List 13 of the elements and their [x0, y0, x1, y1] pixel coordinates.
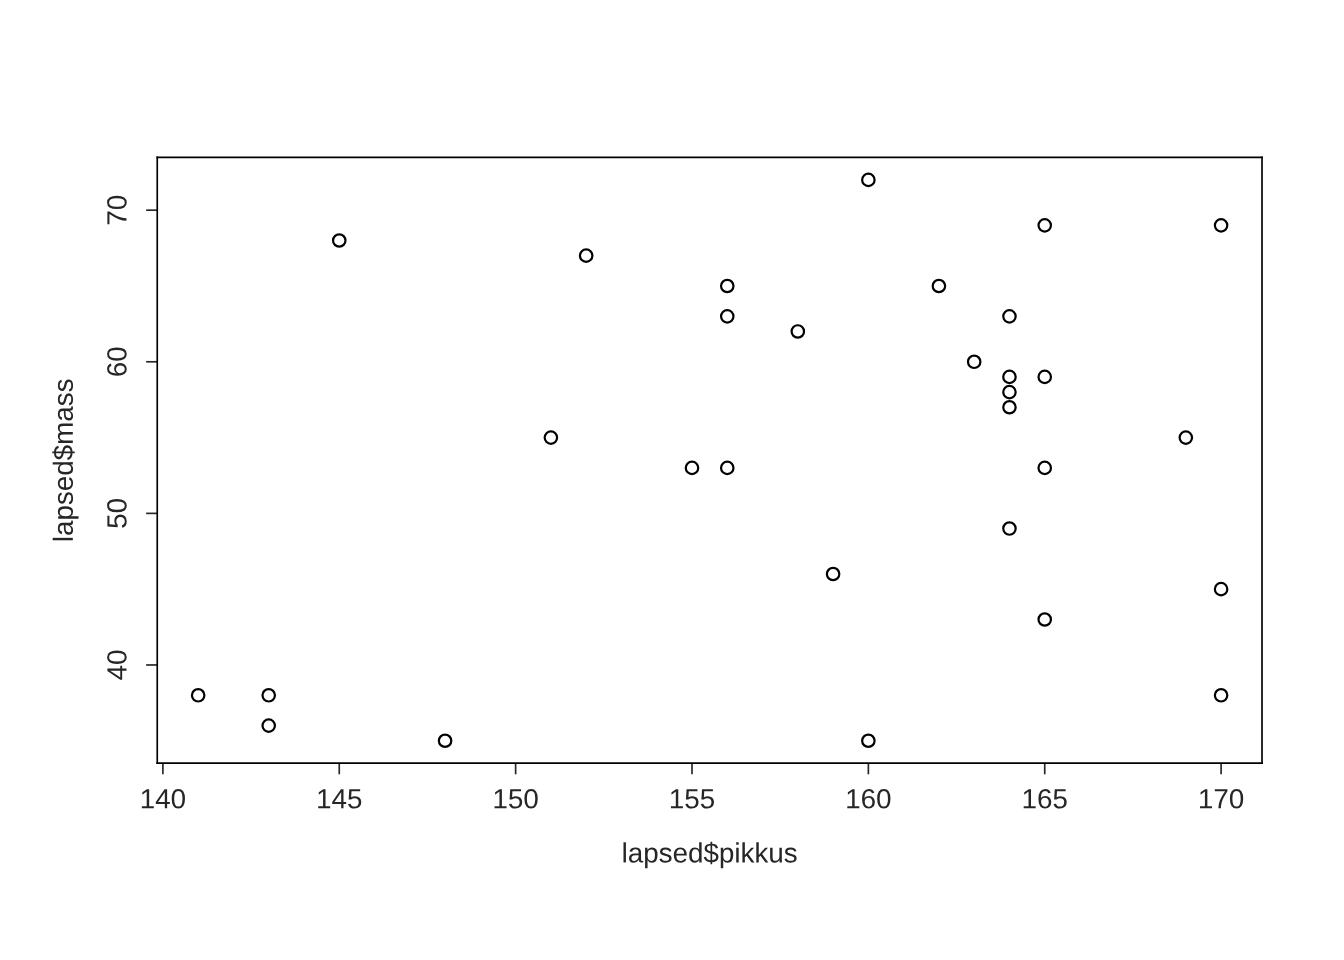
y-tick-label: 70 — [107, 195, 127, 225]
y-axis-title: lapsed$mass — [52, 379, 79, 541]
x-tick-label: 140 — [141, 788, 185, 809]
x-tick-label: 170 — [1200, 788, 1244, 809]
y-tick-label: 40 — [107, 650, 127, 680]
y-tick-label: 60 — [107, 347, 127, 376]
x-tick-label: 165 — [1023, 788, 1067, 809]
x-tick-label: 145 — [318, 789, 362, 809]
x-tick-label: 155 — [670, 789, 715, 809]
x-axis-title: lapsed$pikkus — [623, 841, 797, 869]
y-tick-label: 50 — [107, 499, 127, 528]
x-tick-label: 160 — [847, 788, 891, 809]
x-tick-label: 150 — [494, 788, 538, 809]
